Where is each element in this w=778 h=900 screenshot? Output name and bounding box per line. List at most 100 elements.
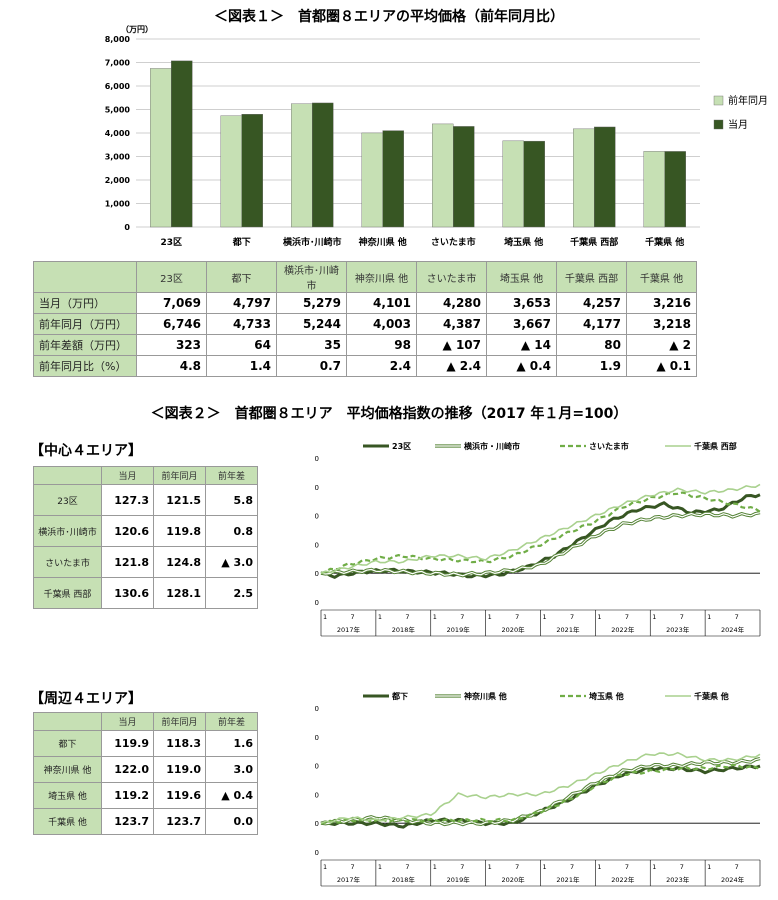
year-label: 2017年 [337, 625, 361, 634]
y-tick-label: 140 [315, 455, 319, 463]
month-tick-label: 1 [378, 863, 382, 871]
table-cell: 1.9 [556, 355, 627, 377]
month-tick-label: 1 [488, 613, 492, 621]
table-cell: 4,797 [206, 292, 277, 314]
peripheral-areas-table: 当月 前年同月 前年差 都下 119.9 118.3 1.6 神奈川県 他 122.0 119.0… [33, 712, 258, 835]
table-corner [33, 712, 102, 731]
row-label: 前年同月比（%） [33, 355, 137, 377]
year-label: 2018年 [392, 625, 416, 634]
table-cell: 3,653 [486, 292, 557, 314]
row-label: 千葉県 西部 [33, 577, 102, 609]
table-cell: 119.9 [101, 730, 154, 757]
month-tick-label: 1 [323, 863, 327, 871]
month-tick-label: 1 [597, 613, 601, 621]
peripheral-areas-title: 【周辺４エリア】 [30, 691, 142, 707]
legend-label: 前年同月 [728, 94, 768, 107]
table-cell: ▲ 0.4 [486, 355, 557, 377]
table-row: 23区 127.3 121.5 5.8 [33, 484, 258, 516]
row-label: 前年同月（万円） [33, 313, 137, 335]
table-row: 前年同月比（%） 4.8 1.4 0.7 2.4 ▲ 2.4 ▲ 0.4 1.9 ▲ 0.1 [33, 355, 697, 377]
month-tick-label: 1 [433, 863, 437, 871]
month-tick-label: 7 [735, 613, 739, 621]
year-label: 2022年 [611, 875, 635, 884]
month-tick-label: 7 [570, 863, 574, 871]
x-category-label: 都下 [232, 236, 251, 248]
row-label: 横浜市･川崎市 [33, 515, 102, 547]
table-cell: 119.2 [101, 782, 154, 809]
table-cell: 3,218 [626, 313, 697, 335]
y-tick-label: 6,000 [105, 82, 131, 91]
column-header: 前年同月 [153, 466, 206, 485]
peripheral-index-line-chart: 90 100 110 120 130 140 1 7 2017年 1 7 2018年 1 7 2019年 1 7… [315, 691, 761, 887]
x-category-label: 横浜市･川崎市 [283, 236, 342, 248]
month-tick-label: 1 [323, 613, 327, 621]
bar-prev [291, 103, 313, 228]
table-cell: 6,746 [136, 313, 207, 335]
legend-label: 千葉県 他 [694, 691, 729, 701]
column-header: 千葉県 西部 [556, 261, 627, 293]
table-cell: 2.4 [346, 355, 417, 377]
year-label: 2024年 [721, 625, 745, 634]
table-cell: 0.0 [205, 808, 258, 835]
table-cell: 7,069 [136, 292, 207, 314]
table-cell: ▲ 0.4 [205, 782, 258, 809]
table-cell: 4,733 [206, 313, 277, 335]
bar-curr [523, 140, 545, 228]
table-cell: 120.6 [101, 515, 154, 547]
month-tick-label: 7 [350, 613, 354, 621]
year-label: 2021年 [556, 875, 580, 884]
month-tick-label: 7 [405, 863, 409, 871]
bar-prev [643, 151, 665, 228]
bar-prev [220, 115, 242, 228]
table-cell: 4,177 [556, 313, 627, 335]
table-cell: 64 [206, 334, 277, 356]
table-cell: ▲ 2 [626, 334, 697, 356]
table-row: 千葉県 西部 130.6 128.1 2.5 [33, 577, 258, 609]
year-label: 2023年 [666, 875, 690, 884]
column-header: 横浜市･川崎市 [276, 261, 347, 293]
legend-label: さいたま市 [589, 441, 629, 451]
table-cell: 0.7 [276, 355, 347, 377]
year-label: 2018年 [392, 875, 416, 884]
table-cell: 122.0 [101, 756, 154, 783]
bar-curr [241, 114, 263, 228]
month-tick-label: 1 [652, 613, 656, 621]
table-cell: 98 [346, 334, 417, 356]
table-cell: ▲ 107 [416, 334, 487, 356]
table-cell: 4,257 [556, 292, 627, 314]
month-tick-label: 1 [488, 863, 492, 871]
center-index-line-chart: 90 100 110 120 130 140 1 7 2017年 1 7 2018年 1 7 2019年 1 7… [315, 441, 761, 637]
table-cell: 3,667 [486, 313, 557, 335]
month-tick-label: 7 [735, 863, 739, 871]
legend-label: 埼玉県 他 [589, 691, 624, 701]
table-row: 横浜市･川崎市 120.6 119.8 0.8 [33, 515, 258, 547]
column-header: 前年差 [205, 466, 258, 485]
table-row: 当月（万円） 7,069 4,797 5,279 4,101 4,280 3,653 4,25… [33, 292, 697, 314]
y-tick-label: 90 [315, 599, 319, 607]
y-tick-label: 3,000 [105, 153, 131, 162]
year-label: 2024年 [721, 875, 745, 884]
month-tick-label: 7 [515, 613, 519, 621]
x-category-label: 23区 [160, 237, 182, 248]
column-header: さいたま市 [416, 261, 487, 293]
y-tick-label: 100 [315, 570, 319, 578]
table-row: 千葉県 他 123.7 123.7 0.0 [33, 808, 258, 835]
row-label: 当月（万円） [33, 292, 137, 314]
x-category-label: 千葉県 西部 [570, 236, 618, 248]
column-header: 千葉県 他 [626, 261, 697, 293]
bar-curr [312, 102, 334, 228]
month-tick-label: 1 [707, 863, 711, 871]
month-tick-label: 7 [460, 863, 464, 871]
legend-label: 当月 [728, 118, 748, 131]
table-cell: 80 [556, 334, 627, 356]
table-cell: 119.0 [153, 756, 206, 783]
table-row: 前年同月（万円） 6,746 4,733 5,244 4,003 4,387 3,667 4,… [33, 313, 697, 335]
month-tick-label: 1 [707, 613, 711, 621]
table-cell: 5,244 [276, 313, 347, 335]
column-header: 23区 [136, 261, 207, 293]
month-tick-label: 7 [625, 613, 629, 621]
row-label: 神奈川県 他 [33, 756, 102, 783]
y-tick-label: 130 [315, 734, 319, 742]
row-label: さいたま市 [33, 546, 102, 578]
table-cell: 127.3 [101, 484, 154, 516]
